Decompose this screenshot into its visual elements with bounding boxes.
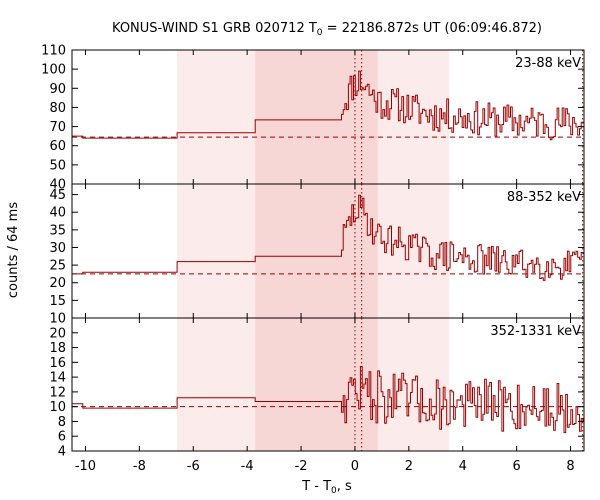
y-tick-label: 6: [58, 430, 66, 445]
y-tick-label: 45: [49, 188, 66, 203]
shaded-interval-1: [177, 318, 450, 451]
shaded-interval-2: [255, 318, 378, 451]
x-axis-label: T - T0, s: [301, 479, 352, 496]
shaded-interval-2: [255, 50, 378, 184]
band-label: 88-352 keV: [507, 190, 581, 205]
y-tick-label: 70: [49, 120, 66, 135]
y-tick-label: 16: [49, 356, 66, 371]
panel-1: 40 50 60 70 80 90 100 110 23-88 keV: [41, 44, 585, 193]
y-tick-label: 10: [49, 400, 66, 415]
y-tick-label: 80: [49, 101, 66, 116]
y-tick-label: 35: [49, 223, 66, 238]
y-tick-label: 20: [49, 276, 66, 291]
x-tick-label: -4: [241, 459, 254, 474]
x-tick-label: 2: [405, 459, 413, 474]
y-tick-label: 40: [49, 206, 66, 221]
x-tick-label: 4: [459, 459, 467, 474]
y-tick-label: 20: [49, 326, 66, 341]
y-tick-label: 4: [58, 445, 66, 460]
x-axis: -10 -8 -6 -4 -2 0 2 4 6 8: [75, 459, 575, 474]
y-tick-label: 60: [49, 139, 66, 154]
band-label: 352-1331 keV: [490, 324, 581, 339]
shaded-interval-2: [255, 184, 378, 318]
y-tick-label: 40: [49, 178, 66, 193]
count-rate-series: [72, 194, 584, 281]
x-tick-label: -10: [75, 459, 96, 474]
panel-frame: [71, 317, 585, 452]
band-label: 23-88 keV: [515, 56, 581, 71]
x-tick-label: -2: [295, 459, 308, 474]
chart-title: KONUS-WIND S1 GRB 020712 T0 = 22186.872s…: [112, 21, 542, 38]
x-tick-label: -8: [133, 459, 146, 474]
y-tick-label: 8: [58, 415, 66, 430]
y-axis-label: counts / 64 ms: [6, 202, 21, 298]
y-tick-label: 90: [49, 82, 66, 97]
y-tick-label: 18: [49, 341, 66, 356]
panels-group: 40 50 60 70 80 90 100 110 23-88 keV 10 15 20 25 30 35 4…: [41, 44, 585, 460]
y-tick-label: 10: [49, 312, 66, 327]
y-tick-label: 30: [49, 241, 66, 256]
shaded-interval-1: [177, 184, 450, 318]
y-tick-label: 110: [41, 44, 66, 59]
panel-2: 10 15 20 25 30 35 40 45 88-352 keV: [49, 183, 585, 327]
y-tick-label: 15: [49, 294, 66, 309]
y-tick-label: 25: [49, 259, 66, 274]
y-tick-label: 100: [41, 63, 66, 78]
y-tick-label: 12: [49, 385, 66, 400]
x-tick-label: 0: [351, 459, 359, 474]
x-tick-label: -6: [187, 459, 200, 474]
x-tick-label: 8: [566, 459, 574, 474]
count-rate-series: [72, 70, 584, 141]
x-tick-label: 6: [512, 459, 520, 474]
count-rate-series: [72, 366, 584, 434]
y-tick-label: 14: [49, 371, 66, 386]
y-tick-label: 50: [49, 158, 66, 173]
